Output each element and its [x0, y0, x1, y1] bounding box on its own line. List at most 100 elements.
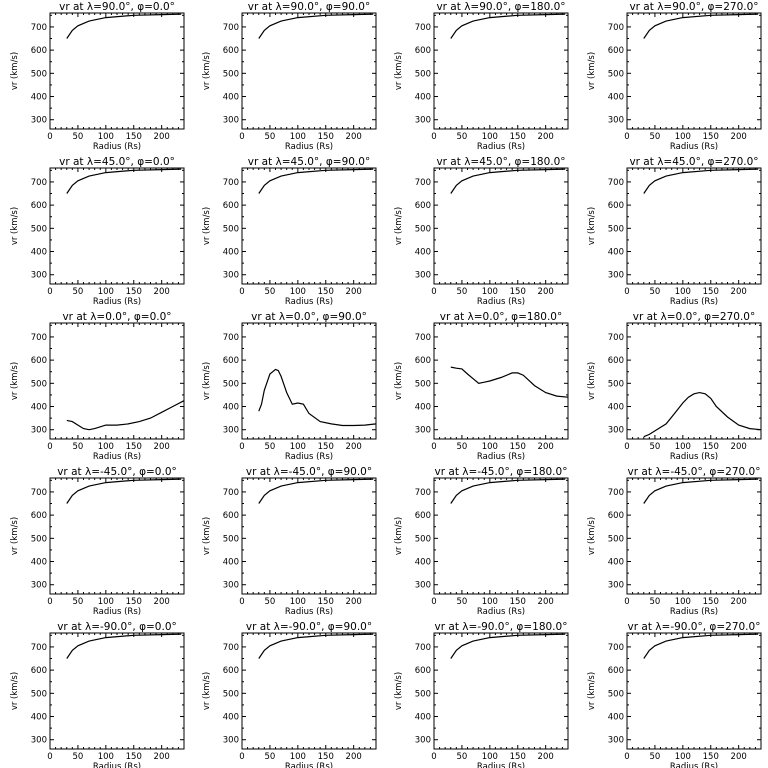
x-tick-label: 50 [73, 752, 84, 762]
x-tick-label: 200 [538, 287, 554, 297]
x-axis-label: Radius (Rs) [93, 762, 141, 768]
panel-0: vr at λ=90.0°, φ=0.0° 0 50 100 150 200 300 400 5… [10, 1, 185, 152]
y-tick-label: 700 [223, 488, 239, 498]
y-axis-label: vr (km/s) [202, 207, 212, 245]
y-tick-label: 700 [31, 333, 47, 343]
x-tick-label: 0 [431, 442, 436, 452]
x-tick-label: 150 [703, 442, 719, 452]
panel-title: vr at λ=-90.0°, φ=90.0° [246, 621, 372, 633]
y-tick-label: 400 [223, 93, 239, 103]
y-tick-label: 600 [608, 511, 624, 521]
y-tick-label: 700 [608, 178, 624, 188]
series-line [450, 366, 569, 398]
panel-title: vr at λ=-45.0°, φ=270.0° [628, 466, 761, 478]
y-tick-label: 600 [415, 666, 431, 676]
y-tick-label: 300 [31, 116, 47, 126]
y-tick-label: 500 [415, 379, 431, 389]
plot-frame [241, 322, 377, 440]
x-tick-label: 100 [482, 442, 498, 452]
x-tick-label: 100 [482, 287, 498, 297]
plot-frame [626, 167, 762, 285]
x-tick-label: 200 [346, 442, 362, 452]
y-tick-label: 500 [608, 534, 624, 544]
series-line [66, 633, 182, 659]
x-tick-label: 0 [239, 752, 244, 762]
x-tick-label: 150 [510, 752, 526, 762]
y-axis-label: vr (km/s) [587, 362, 597, 400]
y-tick-label: 500 [415, 534, 431, 544]
x-tick-label: 0 [431, 132, 436, 142]
panel-7: vr at λ=45.0°, φ=270.0° 0 50 100 150 200 300 40… [587, 156, 762, 307]
x-tick-label: 100 [482, 132, 498, 142]
x-axis-label: Radius (Rs) [285, 762, 333, 768]
panel-8: vr at λ=0.0°, φ=0.0° 0 50 100 150 200 300 400 50… [10, 311, 185, 462]
x-tick-label: 50 [265, 287, 276, 297]
y-tick-label: 700 [415, 23, 431, 33]
x-tick-label: 200 [538, 597, 554, 607]
x-tick-label: 50 [73, 132, 84, 142]
y-tick-label: 700 [223, 643, 239, 653]
y-tick-label: 300 [415, 426, 431, 436]
y-tick-label: 400 [608, 558, 624, 568]
y-axis-label: vr (km/s) [202, 517, 212, 555]
x-tick-label: 0 [431, 752, 436, 762]
x-tick-label: 200 [731, 597, 747, 607]
y-tick-label: 300 [223, 581, 239, 591]
y-tick-label: 600 [31, 511, 47, 521]
panel-3: vr at λ=90.0°, φ=270.0° 0 50 100 150 200 300 40… [587, 1, 762, 152]
x-tick-label: 200 [731, 752, 747, 762]
y-tick-label: 500 [608, 689, 624, 699]
panel-9: vr at λ=0.0°, φ=90.0° 0 50 100 150 200 300 400 5… [202, 311, 377, 462]
panel-title: vr at λ=0.0°, φ=90.0° [251, 311, 367, 323]
panel-18: vr at λ=-90.0°, φ=180.0° 0 50 100 150 200 300 4… [394, 621, 569, 768]
x-tick-label: 100 [290, 132, 306, 142]
x-tick-label: 100 [98, 442, 114, 452]
y-tick-label: 500 [415, 689, 431, 699]
y-axis-label: vr (km/s) [587, 672, 597, 710]
x-axis-label: Radius (Rs) [670, 607, 718, 617]
panel-13: vr at λ=-45.0°, φ=90.0° 0 50 100 150 200 300 40… [202, 466, 377, 617]
y-tick-label: 400 [223, 248, 239, 258]
y-tick-label: 400 [608, 248, 624, 258]
y-tick-label: 400 [415, 713, 431, 723]
x-axis-label: Radius (Rs) [93, 607, 141, 617]
x-axis-label: Radius (Rs) [477, 607, 525, 617]
series-line [66, 478, 182, 504]
y-tick-label: 400 [31, 403, 47, 413]
x-tick-label: 100 [482, 752, 498, 762]
y-tick-label: 300 [415, 116, 431, 126]
series-line [643, 391, 762, 438]
y-tick-label: 300 [415, 581, 431, 591]
y-tick-label: 500 [31, 69, 47, 79]
y-tick-label: 600 [608, 201, 624, 211]
y-tick-label: 300 [223, 116, 239, 126]
y-tick-label: 500 [415, 69, 431, 79]
y-tick-label: 600 [223, 511, 239, 521]
series-line [258, 13, 374, 39]
y-tick-label: 500 [31, 689, 47, 699]
x-tick-label: 150 [703, 597, 719, 607]
y-axis-label: vr (km/s) [587, 207, 597, 245]
x-tick-label: 100 [98, 597, 114, 607]
panel-title: vr at λ=45.0°, φ=180.0° [436, 156, 565, 168]
y-tick-label: 400 [223, 403, 239, 413]
x-tick-label: 50 [73, 442, 84, 452]
x-axis-label: Radius (Rs) [93, 297, 141, 307]
y-tick-label: 500 [223, 224, 239, 234]
x-tick-label: 100 [482, 597, 498, 607]
plot-frame [626, 12, 762, 130]
x-axis-label: Radius (Rs) [93, 452, 141, 462]
y-axis-label: vr (km/s) [394, 672, 404, 710]
y-tick-label: 500 [223, 69, 239, 79]
plot-frame [241, 477, 377, 595]
x-tick-label: 100 [675, 287, 691, 297]
x-tick-label: 150 [126, 132, 142, 142]
y-axis-label: vr (km/s) [394, 362, 404, 400]
x-tick-label: 100 [675, 597, 691, 607]
y-tick-label: 700 [223, 178, 239, 188]
x-axis-label: Radius (Rs) [670, 452, 718, 462]
x-tick-label: 150 [510, 597, 526, 607]
y-tick-label: 300 [415, 736, 431, 746]
y-tick-label: 300 [223, 271, 239, 281]
x-tick-label: 150 [318, 597, 334, 607]
